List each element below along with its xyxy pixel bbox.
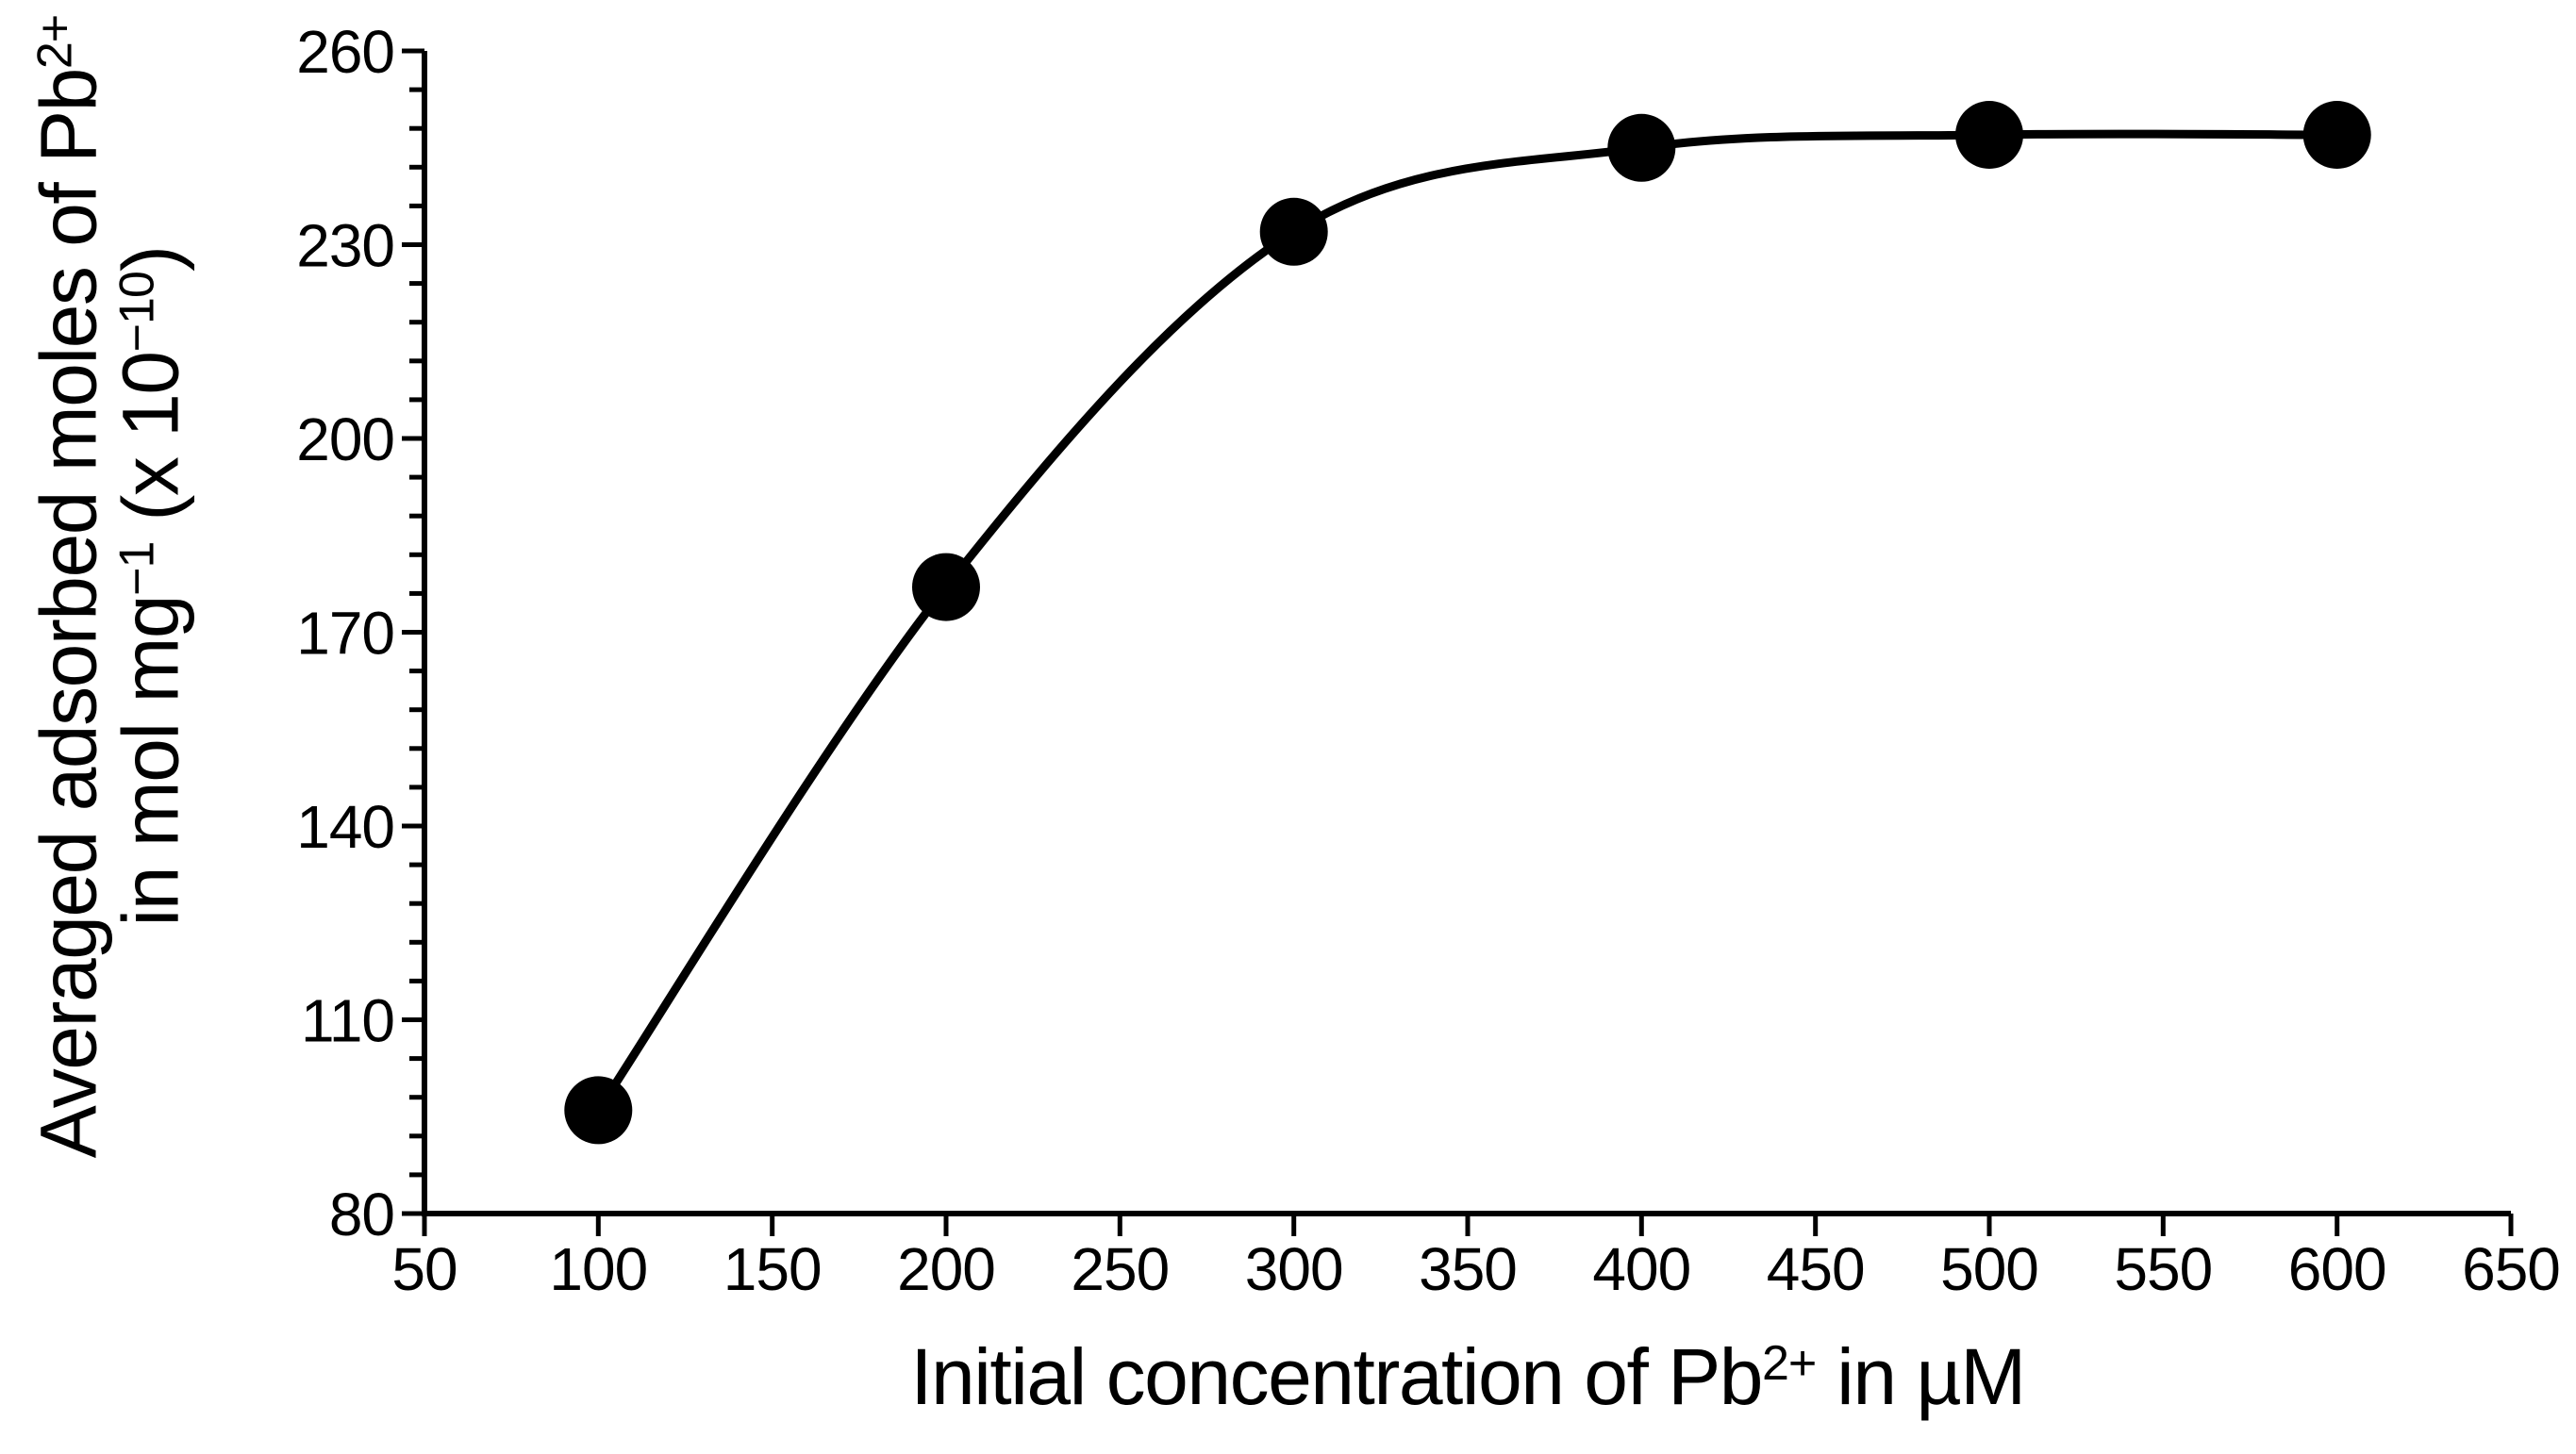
x-tick-label: 550: [2114, 1235, 2212, 1303]
y-axis-tick-labels: 80 110 140 170 200 230 260: [296, 18, 395, 1248]
superscript-text: −1: [109, 541, 165, 596]
data-point-marker: [912, 553, 980, 621]
axis-lines: [422, 51, 2511, 1216]
x-tick-label: 250: [1071, 1235, 1169, 1303]
title-text: Initial concentration of Pb: [910, 1332, 1763, 1421]
data-point-marker: [1955, 101, 2023, 169]
data-point-marker: [1259, 197, 1328, 266]
x-tick-label: 50: [391, 1235, 457, 1303]
x-tick-label: 300: [1245, 1235, 1343, 1303]
x-tick-label: 350: [1419, 1235, 1517, 1303]
y-tick-label: 140: [296, 793, 394, 861]
data-point-marker: [1607, 113, 1676, 182]
y-tick-label: 110: [301, 987, 394, 1055]
x-tick-label: 150: [723, 1235, 822, 1303]
x-tick-label: 500: [1940, 1235, 2038, 1303]
x-tick-label: 650: [2462, 1235, 2560, 1303]
data-point-marker: [564, 1076, 633, 1145]
title-text: ): [107, 246, 195, 273]
x-tick-label: 100: [549, 1235, 647, 1303]
superscript-text: 2+: [27, 14, 83, 70]
superscript-text: −10: [109, 272, 165, 353]
title-text: (x 10: [107, 352, 195, 542]
y-tick-label: 230: [296, 212, 394, 280]
x-axis-tick-labels: 50 100 150 200 250 300 350 400 450 500 550 600 650: [391, 1235, 2560, 1303]
y-tick-label: 170: [296, 600, 394, 668]
x-tick-label: 200: [897, 1235, 995, 1303]
series-line: [593, 129, 2342, 1115]
x-axis-title: Initial concentration of Pb2+ in µM: [424, 1331, 2511, 1423]
y-axis-title: Averaged adsorbed moles of Pb2+ in mol m…: [24, 14, 195, 1159]
title-text: in mol mg: [107, 595, 195, 927]
y-axis-ticks: [402, 48, 424, 1216]
x-tick-label: 400: [1592, 1235, 1690, 1303]
y-tick-label: 260: [296, 18, 394, 86]
data-point-marker: [2302, 101, 2371, 169]
y-tick-label: 200: [296, 405, 394, 473]
x-tick-label: 450: [1767, 1235, 1865, 1303]
title-text: in µM: [1816, 1332, 2026, 1421]
data-point-markers: [564, 101, 2371, 1145]
y-tick-label: 80: [329, 1181, 394, 1248]
y-axis-title-line-2: in mol mg−1 (x 10−10): [107, 15, 195, 1158]
superscript-text: 2+: [1761, 1335, 1817, 1391]
x-tick-label: 600: [2288, 1235, 2386, 1303]
y-axis-title-line-1: Averaged adsorbed moles of Pb2+: [24, 14, 113, 1159]
title-text: Averaged adsorbed moles of Pb: [24, 69, 113, 1159]
x-axis-ticks: [422, 1214, 2514, 1236]
